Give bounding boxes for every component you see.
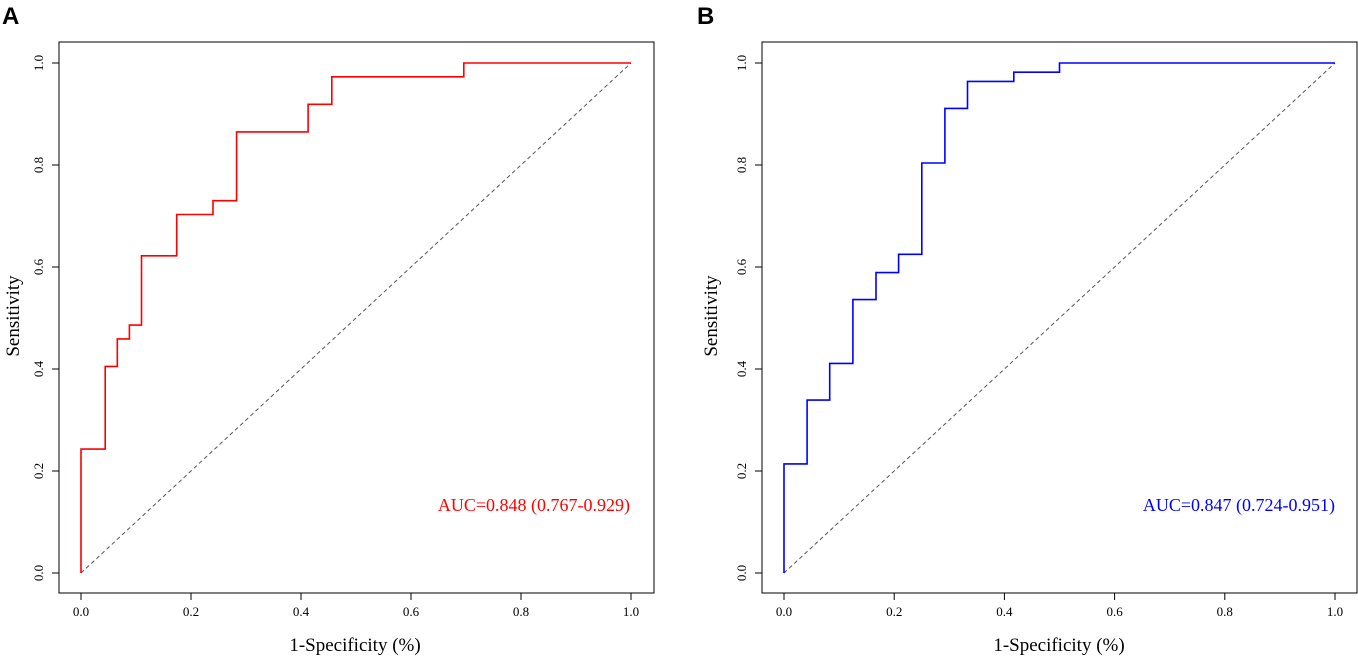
panel-b-auc-label: AUC=0.847 (0.724-0.951)	[1143, 495, 1335, 516]
panel-a: A 0.0 0.2 0.4 0.6 0.8 1.0 0.00.20.40.60.81.0 …	[2, 3, 655, 656]
panel-a-y-axis: 0.0 0.2 0.4 0.6 0.8 1.0	[31, 55, 60, 581]
panel-b-x-tick-label: 0.2	[886, 604, 902, 619]
panel-a-x-axis-title: 1-Specificity (%)	[289, 635, 420, 656]
panel-b-x-tick-label: 0.8	[1217, 604, 1233, 619]
panel-b-roc-curve	[783, 62, 1335, 573]
panel-a-x-axis: 0.0 0.2 0.4 0.6 0.8 1.0	[73, 592, 639, 619]
panel-a-y-tick-label: 0.0	[31, 565, 46, 581]
panel-a-auc-label: AUC=0.848 (0.767-0.929)	[438, 495, 630, 516]
panel-a-x-tick-label: 1.0	[623, 604, 639, 619]
panel-b: B 0.0 0.2 0.4 0.6 0.8 1.0 0.00.20.40.60.81.0 …	[697, 3, 1358, 656]
panel-b-y-tick-label: 0.0	[734, 565, 749, 581]
panel-b-x-tick-label: 0.6	[1106, 604, 1123, 619]
panel-b-x-axis-title: 1-Specificity (%)	[993, 635, 1124, 656]
panel-b-y-tick-label: 0.8	[734, 157, 749, 173]
panel-b-x-tick-label: 0.4	[996, 604, 1013, 619]
panel-a-x-tick-label: 0.4	[293, 604, 310, 619]
panel-b-x-tick-label: 0.0	[776, 604, 792, 619]
panel-b-reference-line	[783, 62, 1336, 574]
panel-b-x-tick-label: 1.0	[1327, 604, 1343, 619]
panel-a-reference-line	[80, 62, 632, 574]
panel-a-y-axis-title: Sensitivity	[3, 275, 24, 357]
panel-b-y-axis: 0.0 0.2 0.4 0.6 0.8 1.0	[734, 55, 763, 581]
panel-a-letter: A	[2, 3, 19, 30]
panel-b-x-axis: 0.0 0.2 0.4 0.6 0.8 1.0	[776, 592, 1343, 619]
panel-b-letter: B	[697, 3, 714, 30]
panel-a-y-tick-label: 1.0	[31, 55, 46, 71]
panel-a-roc-curve	[80, 62, 631, 573]
panel-a-y-tick-label: 0.8	[31, 157, 46, 173]
panel-a-y-tick-label: 0.6	[31, 258, 46, 275]
panel-b-y-tick-label: 0.2	[734, 463, 749, 479]
panel-a-x-tick-label: 0.0	[73, 604, 89, 619]
panel-a-x-tick-label: 0.6	[403, 604, 420, 619]
panel-b-y-axis-title: Sensitivity	[701, 275, 722, 357]
panel-a-x-tick-label: 0.8	[513, 604, 529, 619]
panel-a-x-tick-label: 0.2	[183, 604, 199, 619]
panel-a-y-tick-label: 0.4	[31, 360, 46, 377]
panel-b-y-tick-label: 0.4	[734, 360, 749, 377]
panel-a-y-tick-label: 0.2	[31, 463, 46, 479]
panel-b-y-tick-label: 0.6	[734, 258, 749, 275]
panel-b-y-tick-label: 1.0	[734, 55, 749, 71]
